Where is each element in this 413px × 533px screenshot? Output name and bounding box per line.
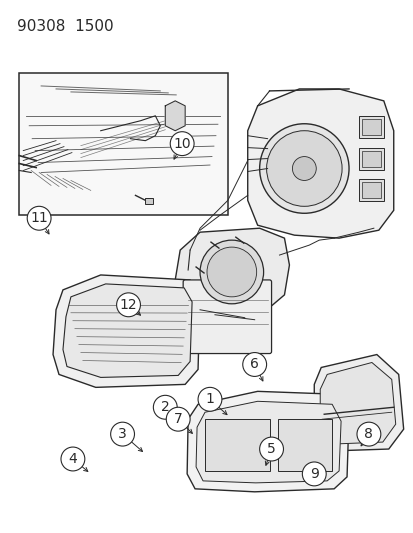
Bar [277, 419, 331, 471]
Circle shape [301, 462, 325, 486]
Bar [358, 148, 383, 169]
Circle shape [170, 132, 194, 156]
Circle shape [206, 247, 256, 297]
Text: 10: 10 [173, 136, 190, 151]
Text: 11: 11 [30, 211, 48, 225]
Circle shape [242, 352, 266, 376]
Circle shape [356, 422, 380, 446]
Text: 7: 7 [173, 412, 182, 426]
Text: 4: 4 [69, 452, 77, 466]
Circle shape [61, 447, 85, 471]
Circle shape [153, 395, 177, 419]
Text: 12: 12 [119, 298, 137, 312]
Text: 3: 3 [118, 427, 127, 441]
Bar [361, 151, 380, 166]
Bar [358, 180, 383, 201]
Circle shape [259, 437, 283, 461]
Circle shape [27, 206, 51, 230]
Bar [361, 119, 380, 135]
Circle shape [266, 131, 341, 206]
Bar [204, 419, 269, 471]
Text: 9: 9 [309, 467, 318, 481]
FancyBboxPatch shape [183, 280, 271, 353]
Text: 2: 2 [161, 400, 169, 414]
Polygon shape [196, 401, 340, 483]
Circle shape [259, 124, 348, 213]
Polygon shape [187, 391, 348, 492]
Polygon shape [320, 362, 395, 444]
Circle shape [292, 157, 316, 181]
Bar [145, 198, 153, 204]
Polygon shape [63, 284, 192, 377]
Circle shape [110, 422, 134, 446]
Text: 8: 8 [363, 427, 373, 441]
Polygon shape [175, 228, 289, 318]
Polygon shape [165, 101, 185, 131]
Text: 5: 5 [266, 442, 275, 456]
Bar [361, 182, 380, 198]
Text: 1: 1 [205, 392, 214, 406]
Polygon shape [313, 354, 403, 451]
Polygon shape [247, 89, 393, 238]
Circle shape [199, 240, 263, 304]
Bar [19, 73, 227, 215]
Text: 90308  1500: 90308 1500 [17, 19, 114, 34]
Circle shape [197, 387, 221, 411]
Bar [358, 116, 383, 138]
Circle shape [166, 407, 190, 431]
Circle shape [116, 293, 140, 317]
Text: 6: 6 [249, 358, 259, 372]
Polygon shape [53, 275, 199, 387]
